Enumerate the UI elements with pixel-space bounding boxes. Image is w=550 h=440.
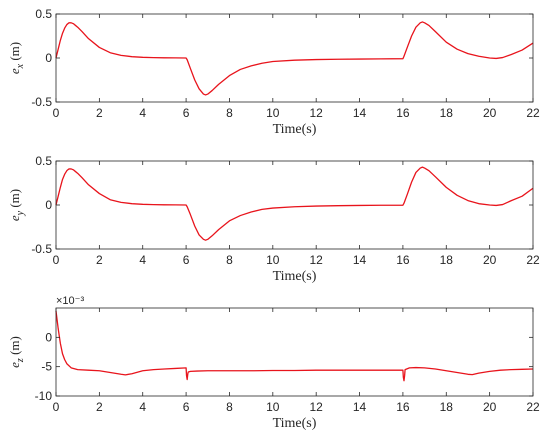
- x-tick-label: 4: [139, 400, 146, 414]
- x-tick-label: 22: [526, 106, 540, 120]
- x-tick-label: 4: [139, 106, 146, 120]
- x-tick-label: 16: [396, 253, 410, 267]
- series-line: [55, 166, 534, 241]
- x-tick-label: 10: [266, 106, 280, 120]
- x-tick-label: 0: [53, 106, 60, 120]
- y-tick-label: 0.5: [35, 7, 52, 21]
- y-axis-label: ez (m): [7, 336, 26, 368]
- series-line: [55, 310, 534, 382]
- x-tick-label: 14: [353, 106, 367, 120]
- x-tick-label: 0: [53, 400, 60, 414]
- x-tick-label: 18: [440, 106, 454, 120]
- x-tick-label: 18: [440, 253, 454, 267]
- x-tick-label: 16: [396, 400, 410, 414]
- x-tick-label: 18: [440, 400, 454, 414]
- x-tick-label: 10: [266, 400, 280, 414]
- x-tick-label: 4: [139, 253, 146, 267]
- y-tick-label: -0.5: [31, 95, 52, 109]
- y-axis-label: ex (m): [7, 42, 26, 74]
- x-tick-label: 14: [353, 400, 367, 414]
- x-tick-label: 8: [226, 106, 233, 120]
- x-tick-label: 8: [226, 253, 233, 267]
- x-tick-label: 20: [483, 106, 497, 120]
- y-exponent-label: ×10⁻³: [56, 295, 84, 307]
- x-tick-label: 10: [266, 253, 280, 267]
- x-tick-label: 14: [353, 253, 367, 267]
- x-tick-label: 22: [526, 253, 540, 267]
- y-tick-label: 0: [45, 51, 52, 65]
- x-tick-label: 2: [96, 106, 103, 120]
- x-tick-label: 2: [96, 400, 103, 414]
- x-tick-label: 6: [183, 106, 190, 120]
- x-tick-label: 0: [53, 253, 60, 267]
- y-tick-label: -5: [41, 360, 52, 374]
- y-tick-label: 0: [45, 198, 52, 212]
- series-line: [55, 21, 534, 96]
- x-tick-label: 16: [396, 106, 410, 120]
- y-axis-label: ey (m): [7, 189, 26, 221]
- x-tick-label: 20: [483, 400, 497, 414]
- y-tick-label: -0.5: [31, 242, 52, 256]
- x-axis-label: Time(s): [273, 122, 317, 137]
- x-tick-label: 2: [96, 253, 103, 267]
- plot-area: [55, 307, 534, 397]
- x-axis-label: Time(s): [273, 269, 317, 284]
- x-tick-label: 8: [226, 400, 233, 414]
- y-tick-label: -10: [35, 389, 53, 403]
- x-tick-label: 12: [310, 106, 324, 120]
- x-tick-label: 6: [183, 253, 190, 267]
- x-tick-label: 12: [310, 253, 324, 267]
- plot-area: [55, 13, 534, 103]
- x-tick-label: 22: [526, 400, 540, 414]
- chart-panel-3: 0 2 4 6 8 10 12 14 16 18 20 22 -10 -5 0 Time(s) ez (m) ×1…: [7, 295, 540, 431]
- x-tick-label: 12: [310, 400, 324, 414]
- x-tick-label: 20: [483, 253, 497, 267]
- x-axis-label: Time(s): [273, 416, 317, 431]
- plot-area: [55, 160, 534, 250]
- y-tick-label: 0.5: [35, 154, 52, 168]
- y-tick-label: 0: [45, 330, 52, 344]
- x-tick-label: 6: [183, 400, 190, 414]
